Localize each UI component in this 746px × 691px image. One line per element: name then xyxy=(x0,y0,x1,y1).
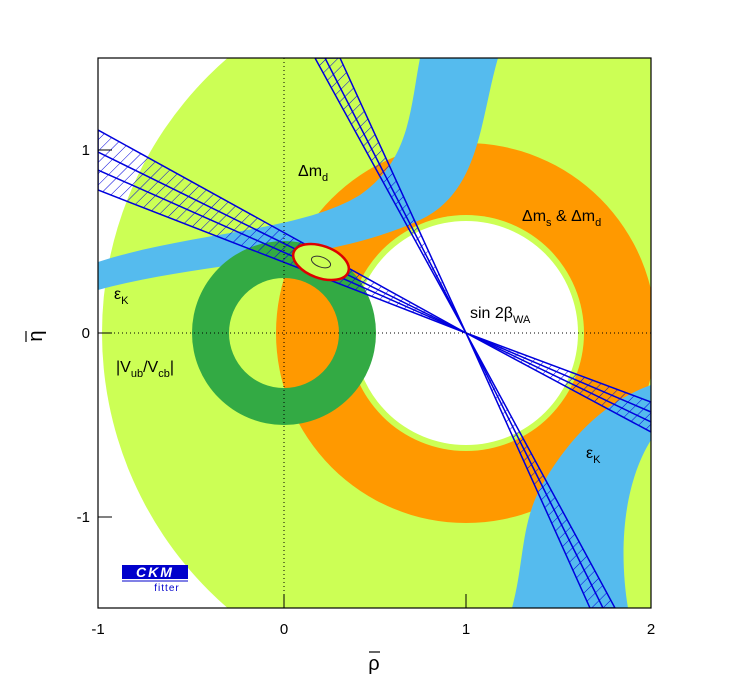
y-tick-label: -1 xyxy=(77,509,90,526)
sin2b-wedge xyxy=(98,58,651,608)
svg-text:fitter: fitter xyxy=(154,583,179,594)
label-epsk-right: εK xyxy=(586,445,601,466)
svg-text:CKM: CKM xyxy=(136,564,174,580)
label-epsk-left: εK xyxy=(114,286,129,307)
x-tick-label: 2 xyxy=(647,621,655,638)
x-tick-label: 0 xyxy=(280,621,288,638)
label-dmd: Δmd xyxy=(298,163,328,184)
y-axis-title: η xyxy=(25,330,47,341)
y-tick-label: 0 xyxy=(82,325,90,342)
x-tick-label: -1 xyxy=(91,621,104,638)
x-tick-label: 1 xyxy=(462,621,470,638)
epsk-band-lower xyxy=(512,385,651,608)
vub-ring xyxy=(192,241,376,425)
best-fit-region xyxy=(291,242,351,282)
label-dms-dmd: Δms & Δmd xyxy=(522,208,601,229)
plot-area xyxy=(98,58,651,608)
y-tick-label: 1 xyxy=(82,142,90,159)
label-sin2b: sin 2βWA xyxy=(470,305,531,326)
ckmfitter-logo: CKM fitter xyxy=(122,564,188,594)
axis-ticks xyxy=(97,149,652,608)
label-vub-vcb: |Vub/Vcb| xyxy=(116,359,174,380)
x-axis-title: ρ xyxy=(368,653,379,675)
